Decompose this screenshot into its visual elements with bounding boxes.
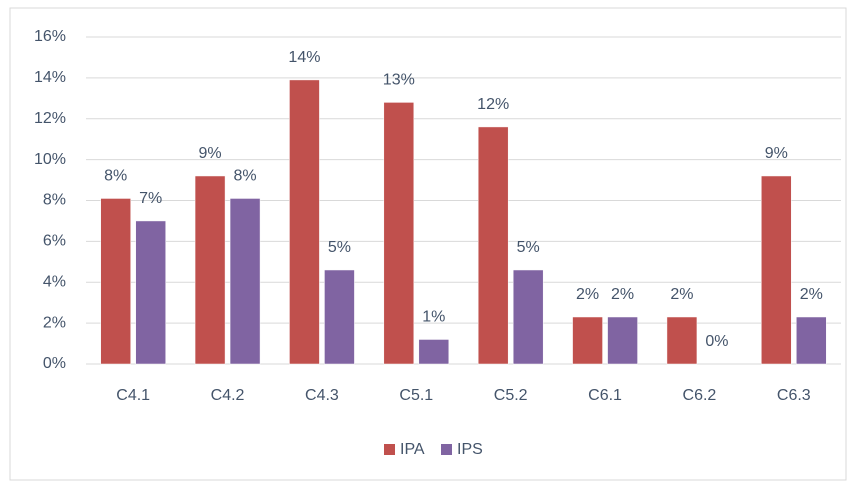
bar	[383, 102, 415, 365]
bar	[100, 198, 131, 365]
bar	[607, 316, 638, 365]
x-tick-label: C5.1	[399, 387, 433, 404]
data-label: 8%	[104, 168, 127, 185]
x-tick-label: C6.1	[588, 387, 622, 404]
legend-label: IPS	[457, 441, 483, 458]
bar	[796, 316, 827, 365]
data-label: 9%	[199, 145, 222, 162]
data-label: 0%	[705, 333, 728, 350]
bar	[418, 339, 450, 365]
y-tick-label: 16%	[34, 28, 66, 45]
data-label: 12%	[477, 96, 509, 113]
legend-label: IPA	[400, 441, 425, 458]
y-tick-label: 4%	[43, 273, 66, 290]
data-label: 1%	[422, 309, 445, 326]
data-label: 5%	[517, 239, 540, 256]
chart-frame	[9, 7, 847, 481]
y-tick-label: 12%	[34, 110, 66, 127]
x-tick-label: C4.3	[305, 387, 339, 404]
y-tick-label: 10%	[34, 151, 66, 168]
x-tick-label: C6.2	[683, 387, 717, 404]
bar	[194, 175, 226, 365]
data-label: 13%	[383, 72, 415, 89]
legend-swatch	[384, 444, 395, 455]
bar	[572, 316, 603, 365]
y-tick-label: 6%	[43, 233, 66, 250]
data-label: 2%	[576, 286, 599, 303]
data-label: 5%	[328, 239, 351, 256]
x-tick-label: C4.1	[116, 387, 150, 404]
data-label: 2%	[611, 286, 634, 303]
data-label: 14%	[288, 49, 320, 66]
data-label: 8%	[234, 168, 257, 185]
bar	[324, 269, 355, 365]
data-label: 9%	[765, 145, 788, 162]
bar	[666, 316, 698, 365]
legend-swatch	[441, 444, 452, 455]
data-label: 2%	[670, 286, 693, 303]
data-label: 7%	[139, 190, 162, 207]
y-tick-label: 0%	[43, 355, 66, 372]
y-tick-label: 14%	[34, 69, 66, 86]
bar	[761, 175, 792, 365]
bar	[289, 79, 320, 365]
x-tick-label: C5.2	[494, 387, 528, 404]
x-tick-label: C4.2	[211, 387, 245, 404]
bar	[512, 269, 544, 365]
data-label: 2%	[800, 286, 823, 303]
y-tick-label: 8%	[43, 192, 66, 209]
x-tick-label: C6.3	[777, 387, 811, 404]
bar	[135, 220, 166, 365]
y-tick-label: 2%	[43, 314, 66, 331]
bar	[229, 198, 261, 365]
bar	[477, 126, 509, 365]
